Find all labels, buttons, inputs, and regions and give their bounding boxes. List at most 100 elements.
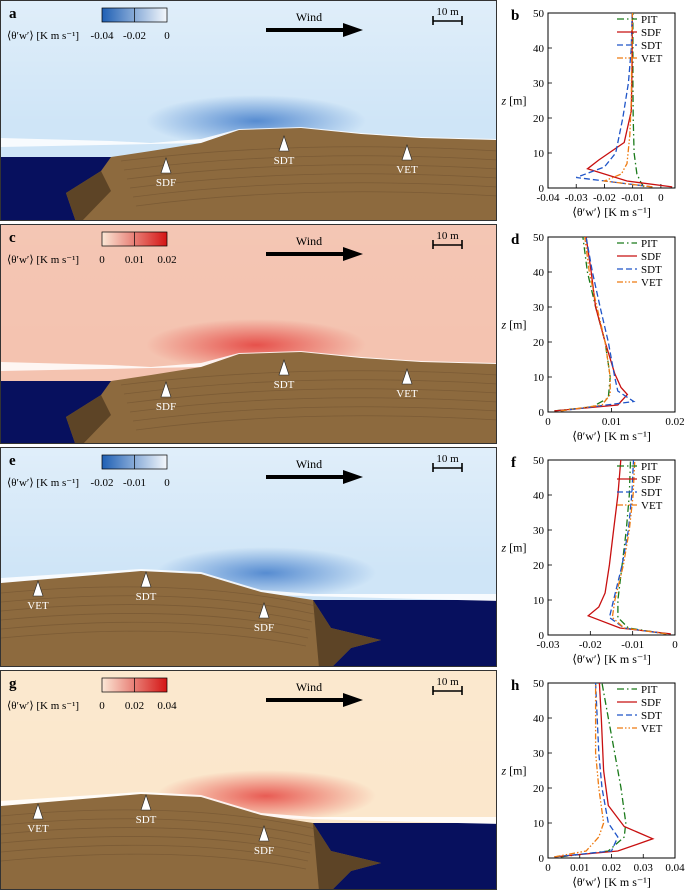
x-tick-label: -0.03 [565, 192, 588, 204]
series-line-pit [632, 13, 645, 188]
legend-label-pit: PIT [641, 461, 658, 473]
y-tick-label: 0 [539, 407, 545, 419]
colorbar-title: ⟨θ′w′⟩ [K m s⁻¹] [7, 477, 79, 489]
colorbar-tick-label: -0.01 [123, 477, 146, 489]
station-marker-sdt: SDT [136, 794, 157, 826]
series-line-sdt [575, 12, 653, 188]
x-axis-label: ⟨θ′w′⟩ [K m s⁻¹] [572, 205, 651, 219]
colorbar-tick-label: -0.02 [91, 477, 114, 489]
colorbar-tick-label: 0.04 [157, 700, 177, 712]
y-tick-label: 20 [533, 560, 545, 572]
panel-label-b: b [511, 8, 519, 24]
x-axis-label: ⟨θ′w′⟩ [K m s⁻¹] [572, 429, 651, 443]
colorbar-tick-label: 0 [99, 254, 105, 266]
station-marker-vet: VET [396, 144, 418, 176]
x-tick-label: 0 [545, 862, 551, 874]
colorbar-tick-label: 0.02 [157, 254, 176, 266]
y-tick-label: 0 [539, 630, 545, 642]
station-marker-sdf: SDF [156, 157, 176, 189]
series-line-sdt [560, 236, 636, 412]
legend-label-sdf: SDF [641, 251, 661, 263]
y-tick-label: 40 [533, 43, 545, 55]
series-line-sdf [554, 236, 629, 412]
colorbar-tick-label: 0 [99, 700, 105, 712]
x-axis-label: ⟨θ′w′⟩ [K m s⁻¹] [572, 875, 651, 889]
legend-label-sdt: SDT [641, 264, 662, 276]
y-tick-label: 30 [533, 302, 545, 314]
colorbar-tick-label: 0 [164, 30, 170, 42]
y-tick-label: 20 [533, 113, 545, 125]
series-line-vet [560, 236, 611, 412]
profile-chart-h: h 0 10 20 30 40 50 0 0.01 0.02 0.03 0.04 z [m] ⟨θ′w′⟩… [500, 670, 685, 890]
station-label-vet: VET [27, 823, 49, 835]
series-line-pit [617, 459, 667, 635]
wind-arrow: Wind [266, 10, 363, 37]
station-marker-sdt: SDT [274, 359, 295, 391]
colorbar-tick-label: 0.02 [125, 700, 144, 712]
wind-arrow: Wind [266, 234, 363, 261]
colorbar-tick-label: 0 [164, 477, 170, 489]
colorbar-title: ⟨θ′w′⟩ [K m s⁻¹] [7, 30, 79, 42]
y-tick-label: 50 [533, 8, 545, 20]
y-tick-label: 40 [533, 267, 545, 279]
scale-bar-label: 10 m [436, 453, 459, 465]
series-line-pit [560, 682, 627, 858]
colorbar-e: -0.02 -0.01 0 ⟨θ′w′⟩ [K m s⁻¹] [7, 454, 170, 489]
colorbar-c: 0 0.01 0.02 ⟨θ′w′⟩ [K m s⁻¹] [7, 231, 177, 266]
x-tick-label: 0.01 [602, 416, 621, 428]
dune-surface [66, 128, 496, 220]
panel-label-e: e [9, 453, 16, 469]
legend-label-vet: VET [641, 500, 663, 512]
y-axis-label: z [m] [501, 764, 527, 778]
station-marker-sdt: SDT [274, 135, 295, 167]
station-marker-sdt: SDT [136, 571, 157, 603]
x-tick-label: -0.01 [621, 639, 644, 651]
panel-label-g: g [9, 676, 17, 692]
wind-label: Wind [296, 10, 322, 24]
y-axis-label: z [m] [501, 318, 527, 332]
colorbar-a: -0.04 -0.02 0 ⟨θ′w′⟩ [K m s⁻¹] [7, 7, 170, 42]
flux-map-c: SDF SDT VET c 0 0.01 0.02 ⟨θ′w′⟩ [K m s⁻¹] Wind 1… [1, 225, 496, 443]
plot-area [547, 12, 676, 189]
wind-label: Wind [296, 457, 322, 471]
x-tick-label: -0.04 [537, 192, 560, 204]
scale-bar-label: 10 m [436, 6, 459, 18]
x-tick-label: 0.01 [570, 862, 589, 874]
wind-arrow: Wind [266, 680, 363, 707]
x-tick-label: -0.01 [621, 192, 644, 204]
station-marker-sdf: SDF [254, 825, 274, 857]
colorbar-tick-label: -0.02 [123, 30, 146, 42]
legend-label-sdf: SDF [641, 697, 661, 709]
station-marker-vet: VET [27, 580, 49, 612]
legend-label-sdf: SDF [641, 474, 661, 486]
series-line-vet [554, 683, 605, 858]
station-marker-sdf: SDF [254, 602, 274, 634]
legend-label-sdf: SDF [641, 27, 661, 39]
colorbar-tick-label: -0.04 [91, 30, 114, 42]
legend-label-vet: VET [641, 723, 663, 735]
legend-label-vet: VET [641, 53, 663, 65]
colorbar-g: 0 0.02 0.04 ⟨θ′w′⟩ [K m s⁻¹] [7, 677, 177, 712]
x-tick-label: 0.04 [665, 862, 685, 874]
y-tick-label: 40 [533, 490, 545, 502]
y-tick-label: 30 [533, 78, 545, 90]
wind-arrow: Wind [266, 457, 363, 484]
station-marker-vet: VET [27, 803, 49, 835]
flux-map-a: SDF SDT VET a -0.04 -0.02 0 ⟨θ′w′⟩ [K m s⁻¹] Win… [1, 1, 496, 220]
y-tick-label: 30 [533, 748, 545, 760]
y-tick-label: 10 [533, 595, 545, 607]
station-label-sdf: SDF [254, 622, 274, 634]
station-label-sdt: SDT [136, 591, 157, 603]
scale-bar-label: 10 m [436, 230, 459, 242]
y-tick-label: 0 [539, 853, 545, 865]
wind-label: Wind [296, 234, 322, 248]
legend-label-sdt: SDT [641, 487, 662, 499]
plot-area [547, 459, 676, 636]
y-tick-label: 30 [533, 525, 545, 537]
x-tick-label: 0 [545, 416, 551, 428]
series-line-sdt [554, 682, 619, 858]
colorbar-title: ⟨θ′w′⟩ [K m s⁻¹] [7, 254, 79, 266]
profile-svg-f: f 0 10 20 30 40 50 -0.03 -0.02 -0.01 0 z [m] ⟨θ′w′⟩ … [501, 455, 679, 666]
